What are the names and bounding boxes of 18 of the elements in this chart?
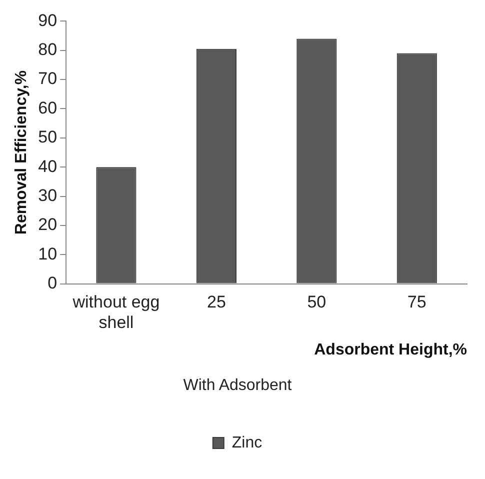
y-tick-label: 10 xyxy=(38,244,58,264)
y-tick-label: 20 xyxy=(38,215,58,234)
y-tick-label: 0 xyxy=(48,273,58,292)
x-axis-title: Adsorbent Height,% xyxy=(314,342,467,359)
x-tick-label: without egg shell xyxy=(72,292,160,332)
y-tick-label: 40 xyxy=(38,156,58,176)
y-axis-title: Removal Efficiency,% xyxy=(13,70,30,235)
y-tick-label: 80 xyxy=(38,40,58,60)
y-tick-label: 60 xyxy=(38,98,58,118)
text: With Adsorbent xyxy=(183,376,292,394)
legend-label: Zinc xyxy=(232,434,262,452)
y-tick-label: 30 xyxy=(38,186,58,205)
x-tick-label: 25 xyxy=(206,292,226,312)
x-tick-label: 75 xyxy=(407,292,426,312)
x-tick-label: 50 xyxy=(307,292,326,312)
y-tick-label: 50 xyxy=(38,128,58,147)
y-tick-label: 70 xyxy=(38,69,58,88)
y-tick-label: 90 xyxy=(38,10,58,30)
